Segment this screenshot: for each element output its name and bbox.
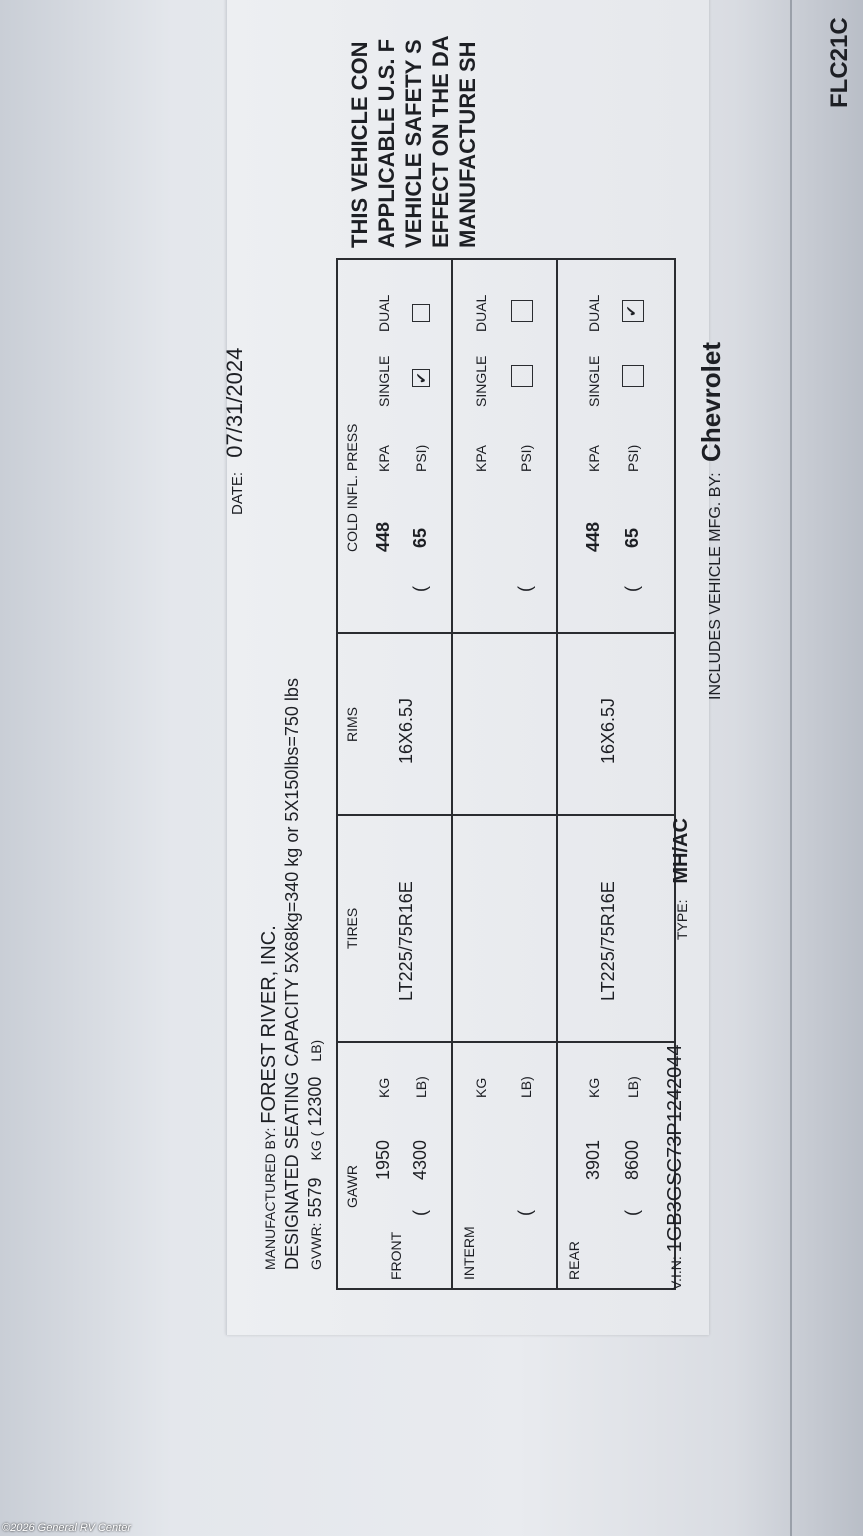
cold-press-header: COLD INFL. PRESS (344, 423, 360, 552)
single-label: SINGLE (376, 355, 392, 407)
gawr-kg: 1950 (373, 1139, 393, 1180)
gvwr-line: GVWR: 5579 KG ( 12300 LB) (305, 1040, 326, 1270)
compliance-line: VEHICLE SAFETY S (401, 39, 426, 248)
date-label: DATE: (229, 471, 246, 515)
compliance-line: MANUFACTURE SH (455, 41, 480, 248)
chassis-manufacturer: Chevrolet (696, 342, 726, 462)
gvwr-lb: 12300 (305, 1076, 325, 1127)
kg-unit: KG (586, 1077, 602, 1098)
psi-unit: PSI) (518, 444, 534, 472)
vin: 1GB3GSC73P1242044 (664, 1044, 686, 1253)
seating-capacity: DESIGNATED SEATING CAPACITY 5X68kg=340 k… (282, 678, 302, 1270)
gvwr-label: GVWR: (308, 1222, 324, 1270)
panel-edge (790, 0, 792, 1536)
type-value: MH/AC (670, 818, 692, 884)
paren: ( (410, 1210, 430, 1216)
gvwr-kg: 5579 (305, 1177, 325, 1218)
kg-unit: KG (473, 1077, 489, 1098)
gvwr-lb-unit: LB) (308, 1039, 324, 1062)
axle-label: REAR (566, 1241, 582, 1280)
single-checkbox[interactable]: ✔ (412, 369, 430, 387)
label-code: FLC21C (826, 17, 853, 108)
lb-unit: LB) (413, 1076, 429, 1098)
tires-header: TIRES (344, 907, 360, 949)
tire-size: LT225/75R16E (598, 881, 618, 1001)
kpa-value: 448 (583, 521, 603, 552)
dual-label: DUAL (376, 294, 392, 332)
vin-line: V.I.N: 1GB3GSC73P1242044 (664, 1044, 687, 1290)
date-value: 07/31/2024 (222, 347, 247, 458)
paren: ( (410, 586, 430, 592)
dual-checkbox[interactable] (511, 300, 533, 322)
single-label: SINGLE (586, 355, 602, 407)
dual-checkbox[interactable] (412, 304, 430, 322)
gawr-header: GAWR (344, 1164, 360, 1208)
includes-label: INCLUDES VEHICLE MFG. BY: (707, 472, 724, 700)
gvwr-kg-unit: KG ( (308, 1131, 324, 1161)
psi-unit: PSI) (625, 444, 641, 472)
date-line: DATE: 07/31/2024 (222, 348, 248, 515)
paren: ( (515, 1210, 535, 1216)
vin-label: V.I.N: (668, 1256, 684, 1290)
single-checkbox[interactable] (622, 365, 644, 387)
table-row: REAR 3901 KG ( 8600 LB) LT225/75R16E 16X… (557, 259, 675, 1289)
dual-label: DUAL (586, 294, 602, 332)
gawr-lb: 8600 (622, 1139, 642, 1180)
paren: ( (515, 586, 535, 592)
gawr-kg: 3901 (583, 1139, 603, 1180)
compliance-statement: THIS VEHICLE CON APPLICABLE U.S. F VEHIC… (346, 35, 481, 248)
compliance-line: THIS VEHICLE CON (347, 41, 372, 248)
compliance-line: EFFECT ON THE DA (428, 35, 453, 248)
table-row: FRONT GAWR 1950 KG ( 4300 LB) TIRES LT22… (337, 259, 452, 1289)
watermark: ©2026 General RV Center (2, 1522, 131, 1534)
manufactured-by-label: MANUFACTURED BY: (262, 1127, 278, 1270)
tire-spec-table: FRONT GAWR 1950 KG ( 4300 LB) TIRES LT22… (336, 258, 676, 1290)
psi-value: 65 (410, 527, 430, 548)
lb-unit: LB) (625, 1076, 641, 1098)
dual-label: DUAL (473, 294, 489, 332)
psi-value: 65 (622, 527, 642, 548)
type-label: TYPE: (674, 899, 690, 940)
axle-label: INTERM (461, 1226, 477, 1280)
kpa-unit: KPA (473, 445, 489, 472)
gawr-lb: 4300 (410, 1139, 430, 1180)
includes-line: INCLUDES VEHICLE MFG. BY: Chevrolet (696, 342, 727, 700)
psi-unit: PSI) (413, 444, 429, 472)
tire-size: LT225/75R16E (396, 881, 416, 1001)
manufacturer-line: MANUFACTURED BY: FOREST RIVER, INC. (258, 925, 281, 1270)
type-line: TYPE: MH/AC (670, 818, 693, 940)
kpa-value: 448 (373, 521, 393, 552)
compliance-line: APPLICABLE U.S. F (374, 38, 399, 248)
kg-unit: KG (376, 1077, 392, 1098)
lb-unit: LB) (518, 1076, 534, 1098)
kpa-unit: KPA (586, 445, 602, 472)
table-row: INTERM KG ( LB) KPA SINGLE DUAL ( PSI) (452, 259, 557, 1289)
paren: ( (622, 586, 642, 592)
kpa-unit: KPA (376, 445, 392, 472)
axle-label: FRONT (388, 1231, 404, 1280)
manufacturer: FOREST RIVER, INC. (258, 925, 280, 1124)
single-label: SINGLE (473, 355, 489, 407)
single-checkbox[interactable] (511, 365, 533, 387)
paren: ( (622, 1210, 642, 1216)
rim-size: 16X6.5J (598, 697, 618, 764)
rims-header: RIMS (344, 707, 360, 742)
dual-checkbox[interactable]: ✔ (622, 300, 644, 322)
rim-size: 16X6.5J (396, 697, 416, 764)
